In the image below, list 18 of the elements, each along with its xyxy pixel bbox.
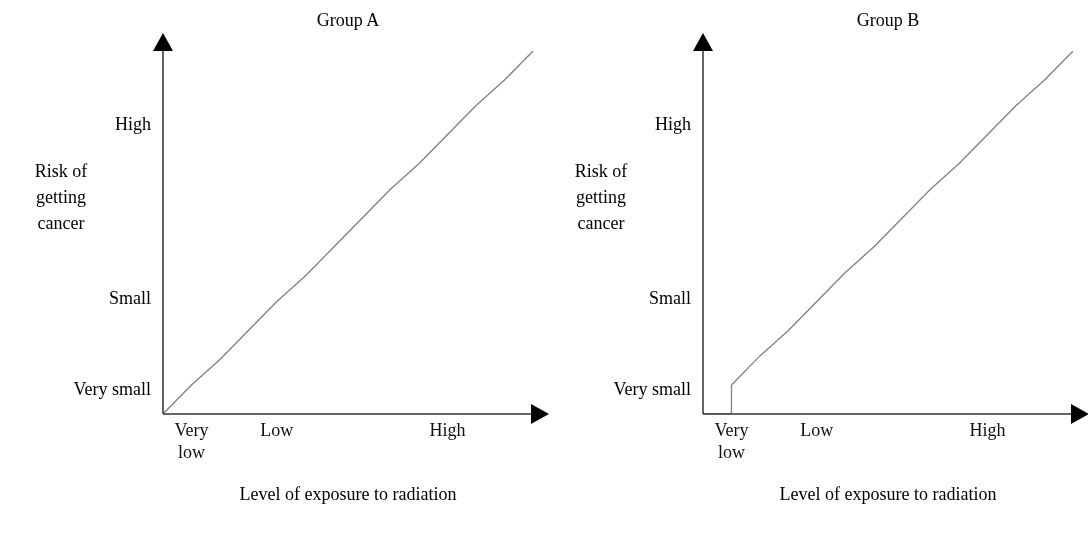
text: Small — [648, 286, 691, 310]
y-axis-title: Risk of getting cancer — [573, 160, 629, 235]
chart-title: Group A — [315, 10, 381, 31]
y-axis-title: Risk of getting cancer — [33, 160, 89, 235]
x-tick-label: High — [429, 420, 466, 440]
x-tick-label: Low — [260, 420, 294, 440]
text: Very small — [73, 377, 151, 401]
x-tick-label: Low — [800, 420, 834, 440]
x-axis-title: Level of exposure to radiation — [778, 484, 998, 505]
chart-title: Group B — [855, 10, 921, 31]
x-tick-label: High — [969, 420, 1006, 440]
x-axis-title: Level of exposure to radiation — [238, 484, 458, 505]
text: Very small — [613, 377, 691, 401]
text: Small — [108, 286, 151, 310]
x-tick-label: Very low — [174, 420, 209, 462]
x-tick-label: Very low — [714, 420, 749, 462]
text: High — [115, 112, 151, 136]
text: High — [655, 112, 691, 136]
